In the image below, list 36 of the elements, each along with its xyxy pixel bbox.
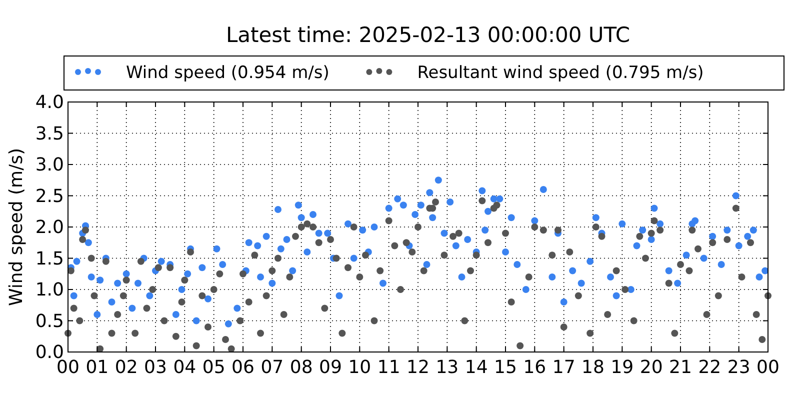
- x-tick-label: 19: [610, 357, 634, 378]
- legend-label: Wind speed (0.954 m/s): [126, 63, 330, 83]
- y-tick-label: 1.0: [35, 280, 64, 300]
- x-tick-label: 23: [727, 357, 750, 378]
- y-tick-label: 3.0: [35, 154, 64, 176]
- x-tick-label: 20: [640, 357, 663, 378]
- x-tick-label: 14: [464, 357, 488, 378]
- y-tick-label: 1.5: [35, 248, 64, 270]
- y-tick-label: 2.5: [35, 186, 64, 207]
- y-axis-title: Wind speed (m/s): [6, 148, 27, 306]
- x-tick-label: 05: [202, 357, 226, 378]
- chart-title: Latest time: 2025-02-13 00:00:00 UTC: [226, 23, 630, 47]
- legend-label: Resultant wind speed (0.795 m/s): [417, 63, 704, 83]
- x-tick-label: 11: [377, 357, 400, 378]
- x-tick-label: 00: [756, 357, 780, 378]
- y-tick-label: 3.5: [35, 123, 64, 144]
- x-tick-label: 04: [173, 357, 196, 378]
- x-tick-label: 15: [494, 357, 517, 378]
- x-tick-label: 09: [319, 357, 342, 378]
- x-tick-label: 08: [290, 357, 313, 378]
- y-tick-label: 4.0: [35, 92, 64, 113]
- x-tick-label: 01: [86, 357, 109, 378]
- x-tick-label: 16: [523, 357, 546, 378]
- x-tick-label: 06: [232, 357, 254, 378]
- x-tick-label: 07: [260, 357, 284, 378]
- x-tick-label: 03: [144, 357, 167, 378]
- y-tick-label: 0.5: [35, 310, 64, 332]
- x-tick-label: 21: [669, 357, 692, 378]
- x-tick-label: 12: [406, 357, 430, 378]
- x-tick-label: 18: [582, 357, 604, 378]
- x-tick-label: 17: [552, 357, 576, 378]
- x-tick-label: 22: [698, 357, 722, 378]
- x-tick-label: 13: [436, 357, 459, 378]
- x-tick-label: 10: [348, 357, 372, 378]
- x-tick-label: 02: [114, 357, 138, 378]
- y-tick-label: 2.0: [35, 217, 64, 238]
